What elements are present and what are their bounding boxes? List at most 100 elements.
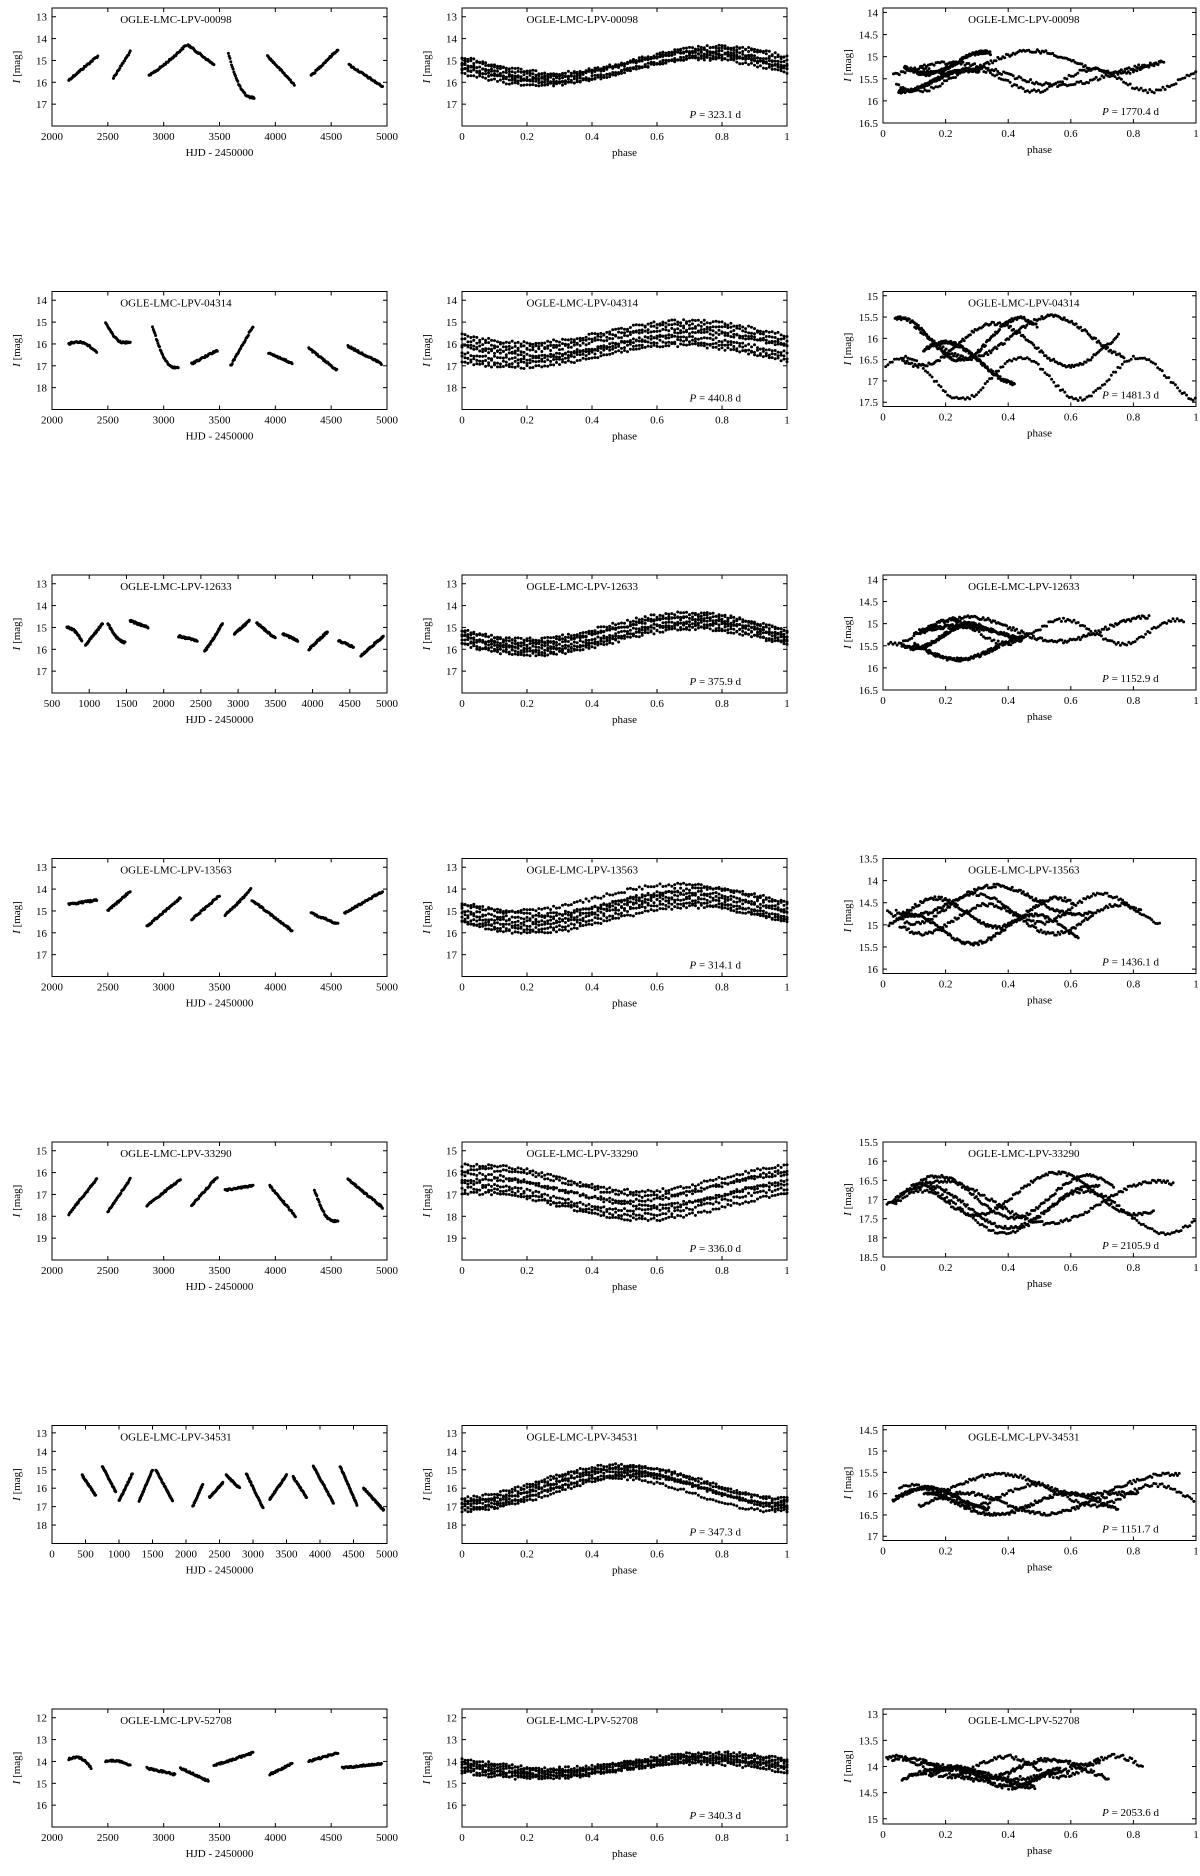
data-point	[1001, 365, 1005, 369]
data-point	[952, 354, 956, 358]
data-point	[670, 620, 674, 624]
x-tick-label: 3000	[153, 415, 176, 427]
data-point	[563, 646, 567, 650]
data-point	[599, 642, 603, 646]
data-point	[1128, 82, 1132, 86]
y-tick-label: 15	[36, 55, 48, 67]
data-point	[525, 649, 529, 653]
data-point	[699, 56, 703, 60]
data-point	[649, 334, 653, 338]
data-point	[773, 67, 777, 71]
data-point	[531, 359, 535, 363]
data-point	[779, 359, 783, 363]
data-point	[664, 325, 668, 329]
data-point	[717, 54, 721, 57]
data-point	[685, 57, 688, 60]
data-point	[493, 69, 496, 73]
data-point	[779, 351, 783, 355]
data-point	[504, 71, 508, 74]
data-point	[696, 318, 700, 322]
data-point	[614, 346, 618, 349]
data-point	[537, 78, 541, 82]
data-point	[699, 324, 703, 328]
data-point	[466, 361, 470, 365]
data-point	[667, 53, 671, 57]
data-point	[578, 349, 582, 353]
data-point	[688, 332, 691, 336]
data-point	[732, 332, 736, 336]
y-axis-label: I [mag]	[421, 618, 433, 652]
data-point	[478, 349, 482, 353]
data-point	[522, 70, 526, 74]
data-point	[578, 74, 582, 78]
data-point	[522, 653, 526, 657]
data-point	[572, 640, 576, 644]
data-point	[546, 354, 550, 358]
data-point	[507, 636, 511, 640]
data-point	[493, 74, 496, 77]
data-point	[676, 50, 680, 54]
data-point	[634, 344, 638, 348]
data-point	[747, 331, 751, 335]
data-point	[693, 50, 697, 53]
data-point	[691, 322, 694, 326]
data-point	[764, 49, 768, 53]
data-point	[496, 340, 499, 344]
data-point	[943, 79, 946, 83]
data-point	[546, 339, 550, 343]
data-point	[1012, 382, 1016, 386]
data-point	[581, 635, 585, 639]
data-point	[735, 45, 739, 49]
data-point	[717, 325, 721, 329]
data-point	[738, 628, 742, 631]
data-point	[1011, 74, 1015, 78]
data-point	[637, 339, 641, 343]
data-point	[968, 333, 972, 337]
data-point	[596, 630, 600, 634]
data-point	[1191, 398, 1195, 402]
data-point	[620, 326, 623, 330]
data-point	[549, 340, 553, 344]
data-point	[481, 62, 485, 66]
data-point	[1029, 78, 1033, 82]
data-point	[460, 345, 464, 349]
data-point	[779, 353, 783, 357]
data-point	[717, 339, 721, 343]
data-point	[1146, 91, 1150, 95]
data-point	[537, 645, 541, 649]
data-point	[691, 611, 694, 615]
data-point	[549, 640, 553, 644]
period-label: P = 1481.3 d	[1101, 390, 1159, 402]
data-point	[890, 360, 894, 364]
data-point	[238, 84, 242, 88]
x-axis-label: HJD - 2450000	[186, 431, 254, 443]
data-point	[525, 71, 529, 75]
data-point	[611, 71, 615, 74]
data-point	[758, 353, 762, 357]
data-point	[504, 363, 508, 367]
data-point	[711, 342, 715, 346]
data-point	[682, 58, 686, 62]
x-tick-label: 0.4	[1001, 412, 1015, 424]
data-point	[543, 83, 547, 87]
data-point	[691, 50, 694, 54]
data-point	[534, 344, 538, 348]
y-tick-label: 16	[36, 339, 48, 351]
data-point	[732, 345, 736, 348]
data-point	[1037, 88, 1040, 92]
data-point	[599, 631, 603, 634]
data-point	[776, 68, 780, 72]
data-point	[552, 647, 556, 650]
data-point	[1034, 322, 1038, 326]
data-point	[587, 342, 591, 345]
data-point	[649, 619, 653, 623]
data-point	[968, 397, 972, 401]
data-point	[758, 347, 762, 351]
data-point	[676, 610, 680, 614]
data-point	[555, 641, 558, 644]
data-point	[460, 633, 464, 637]
data-point	[469, 646, 473, 649]
data-point	[738, 51, 742, 55]
data-point	[507, 73, 511, 77]
data-point	[522, 643, 526, 647]
